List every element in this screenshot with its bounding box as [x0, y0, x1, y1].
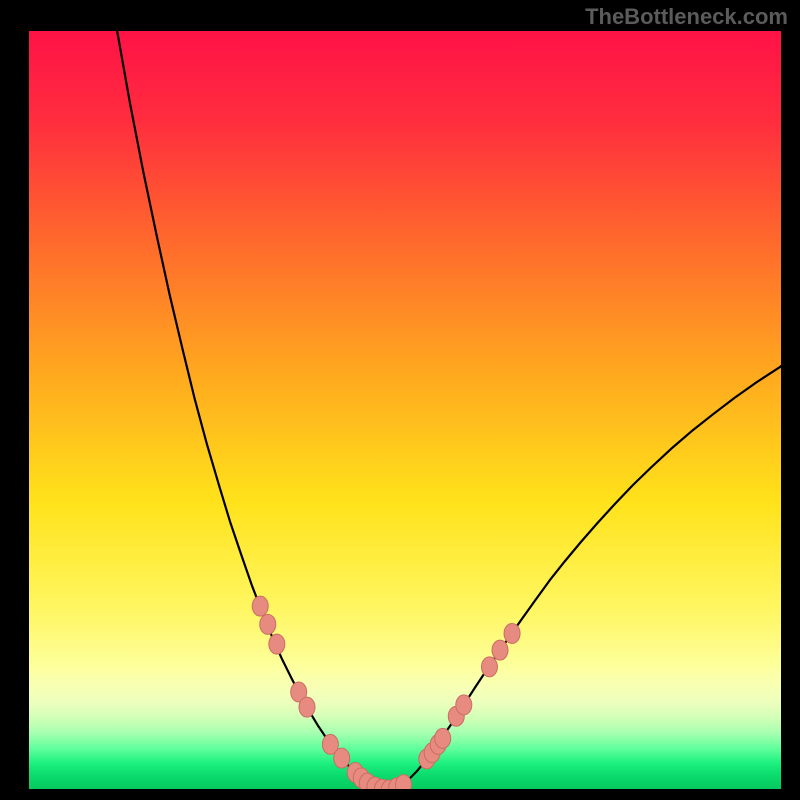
data-marker — [492, 640, 508, 660]
data-marker — [252, 596, 268, 616]
data-marker — [481, 657, 497, 677]
watermark-text: TheBottleneck.com — [585, 4, 788, 30]
data-marker — [269, 634, 285, 654]
plot-background-gradient — [28, 30, 782, 790]
data-marker — [299, 697, 315, 717]
figure-root: TheBottleneck.com — [0, 0, 800, 800]
data-marker — [456, 695, 472, 715]
data-marker — [334, 748, 350, 768]
data-marker — [435, 728, 451, 748]
bottleneck-curve-chart — [0, 0, 800, 800]
data-marker — [504, 623, 520, 643]
data-marker — [260, 614, 276, 634]
